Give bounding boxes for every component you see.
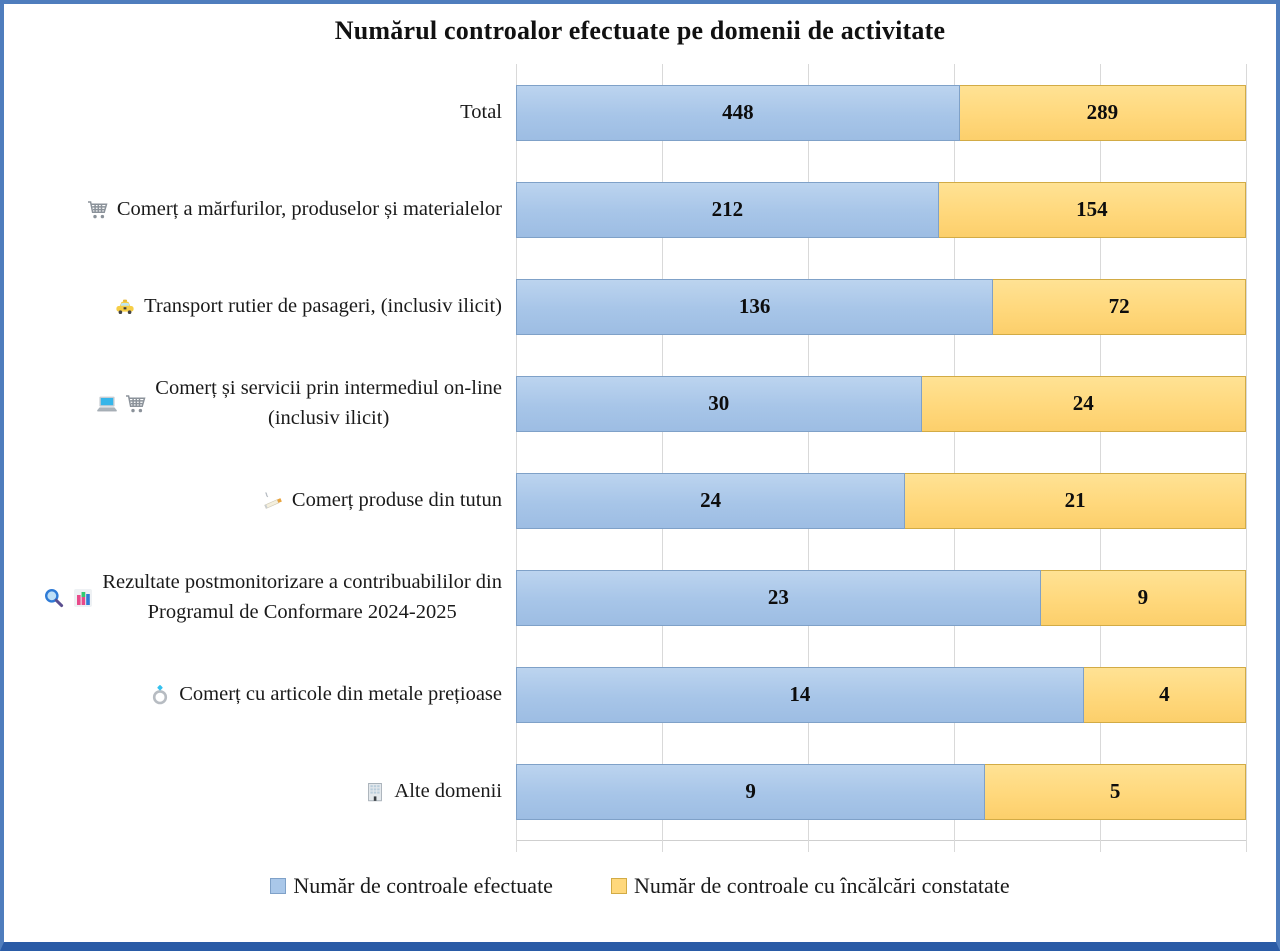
category-icons bbox=[261, 489, 285, 513]
chart-legend: Număr de controale efectuate Număr de co… bbox=[4, 873, 1276, 899]
bar-segment-incalcari: 21 bbox=[905, 472, 1246, 529]
bar-value: 9 bbox=[1137, 585, 1149, 609]
bar-row: 24 21 bbox=[516, 452, 1246, 549]
category-label: Comerț a mărfurilor, produselor și mater… bbox=[116, 197, 502, 220]
bar-value: 212 bbox=[711, 197, 744, 221]
bar-value: 154 bbox=[1076, 197, 1108, 221]
stacked-bar: 212 154 bbox=[516, 181, 1246, 238]
stacked-bar: 30 24 bbox=[516, 375, 1246, 432]
bar-segment-efectuate: 136 bbox=[516, 278, 994, 335]
bar-segment-efectuate: 24 bbox=[516, 472, 906, 529]
stacked-bar: 14 4 bbox=[516, 666, 1246, 723]
bar-value: 21 bbox=[1064, 488, 1086, 512]
bar-value: 14 bbox=[789, 682, 811, 706]
bar-row: 448 289 bbox=[516, 64, 1246, 161]
category-label: Total bbox=[460, 100, 502, 123]
bar-chart-icon bbox=[71, 586, 95, 610]
bar-segment-efectuate: 23 bbox=[516, 569, 1041, 626]
category-icons bbox=[95, 392, 148, 416]
category-label-row: Transport rutier de pasageri, (inclusiv … bbox=[4, 258, 516, 355]
category-icons bbox=[113, 295, 137, 319]
bar-row: 136 72 bbox=[516, 258, 1246, 355]
bar-segment-incalcari: 24 bbox=[921, 375, 1246, 432]
legend-label: Număr de controale cu încălcări constata… bbox=[633, 873, 1010, 898]
shopping-cart-icon bbox=[86, 198, 110, 222]
bar-row: 23 9 bbox=[516, 549, 1246, 646]
bar-segment-incalcari: 289 bbox=[959, 84, 1246, 141]
category-label: Alte domenii bbox=[394, 779, 502, 802]
bar-value: 448 bbox=[722, 100, 754, 124]
stacked-bar: 448 289 bbox=[516, 84, 1246, 141]
category-label-row: Rezultate postmonitorizare a contribuabi… bbox=[4, 549, 516, 646]
category-label-row: Total bbox=[4, 64, 516, 161]
bar-segment-incalcari: 4 bbox=[1083, 666, 1246, 723]
bar-value: 4 bbox=[1159, 682, 1170, 706]
cigarette-icon bbox=[261, 489, 285, 513]
bar-value: 24 bbox=[700, 488, 722, 512]
bar-value: 24 bbox=[1072, 391, 1094, 415]
legend-swatch-yellow bbox=[610, 878, 627, 894]
bar-row: 30 24 bbox=[516, 355, 1246, 452]
bar-segment-incalcari: 5 bbox=[985, 763, 1246, 820]
bar-value: 289 bbox=[1086, 100, 1119, 124]
shopping-cart-icon bbox=[124, 392, 148, 416]
bar-row: 212 154 bbox=[516, 161, 1246, 258]
category-label: Comerț și servicii prin intermediul on-l… bbox=[155, 376, 502, 429]
category-icons bbox=[148, 683, 172, 707]
bar-segment-incalcari: 154 bbox=[938, 181, 1246, 238]
category-label-row: Comerț cu articole din metale prețioase bbox=[4, 646, 516, 743]
magnifier-icon bbox=[42, 586, 66, 610]
bar-segment-efectuate: 212 bbox=[516, 181, 939, 238]
bar-segment-efectuate: 448 bbox=[516, 84, 960, 141]
stacked-bar: 24 21 bbox=[516, 472, 1246, 529]
category-icons bbox=[363, 780, 387, 804]
bar-segment-incalcari: 9 bbox=[1040, 569, 1246, 626]
category-label: Comerț cu articole din metale prețioase bbox=[179, 682, 502, 705]
bar-segment-efectuate: 30 bbox=[516, 375, 922, 432]
office-building-icon bbox=[363, 780, 387, 804]
ring-icon bbox=[148, 683, 172, 707]
chart-body: Total Comerț a mărfurilor, produselor și … bbox=[4, 64, 1276, 852]
legend-swatch-blue bbox=[270, 878, 287, 894]
plot-area: 448 289 212 154 136 72 30 24 24 21 23 9 14 4 9 5 bbox=[516, 64, 1247, 852]
category-label: Rezultate postmonitorizare a contribuabi… bbox=[102, 570, 502, 623]
category-label: Transport rutier de pasageri, (inclusiv … bbox=[144, 294, 502, 317]
category-label-row: Comerț și servicii prin intermediul on-l… bbox=[4, 355, 516, 452]
bar-value: 30 bbox=[708, 391, 730, 415]
category-label-row: Comerț a mărfurilor, produselor și mater… bbox=[4, 161, 516, 258]
bar-row: 14 4 bbox=[516, 646, 1246, 743]
bar-value: 5 bbox=[1109, 779, 1121, 803]
category-axis: Total Comerț a mărfurilor, produselor și … bbox=[4, 64, 516, 841]
category-label-row: Comerț produse din tutun bbox=[4, 452, 516, 549]
category-label: Comerț produse din tutun bbox=[291, 488, 502, 511]
bar-value: 23 bbox=[767, 585, 789, 609]
bar-segment-efectuate: 14 bbox=[516, 666, 1084, 723]
stacked-bar: 23 9 bbox=[516, 569, 1246, 626]
legend-label: Număr de controale efectuate bbox=[293, 873, 553, 898]
bar-value: 9 bbox=[745, 779, 756, 803]
bar-segment-efectuate: 9 bbox=[516, 763, 986, 820]
chart-title: Numărul controalor efectuate pe domenii … bbox=[334, 16, 946, 45]
category-icons bbox=[86, 198, 110, 222]
stacked-bar: 136 72 bbox=[516, 278, 1246, 335]
taxi-icon bbox=[113, 295, 137, 319]
bar-segment-incalcari: 72 bbox=[993, 278, 1246, 335]
category-label-row: Alte domenii bbox=[4, 743, 516, 840]
legend-item-efectuate: Număr de controale efectuate bbox=[270, 873, 553, 899]
laptop-icon bbox=[95, 392, 119, 416]
category-icons bbox=[42, 586, 95, 610]
legend-item-incalcari: Număr de controale cu încălcări constata… bbox=[610, 873, 1010, 899]
gridline-100 bbox=[1246, 64, 1247, 852]
bar-value: 72 bbox=[1108, 294, 1130, 318]
bar-value: 136 bbox=[738, 294, 771, 318]
